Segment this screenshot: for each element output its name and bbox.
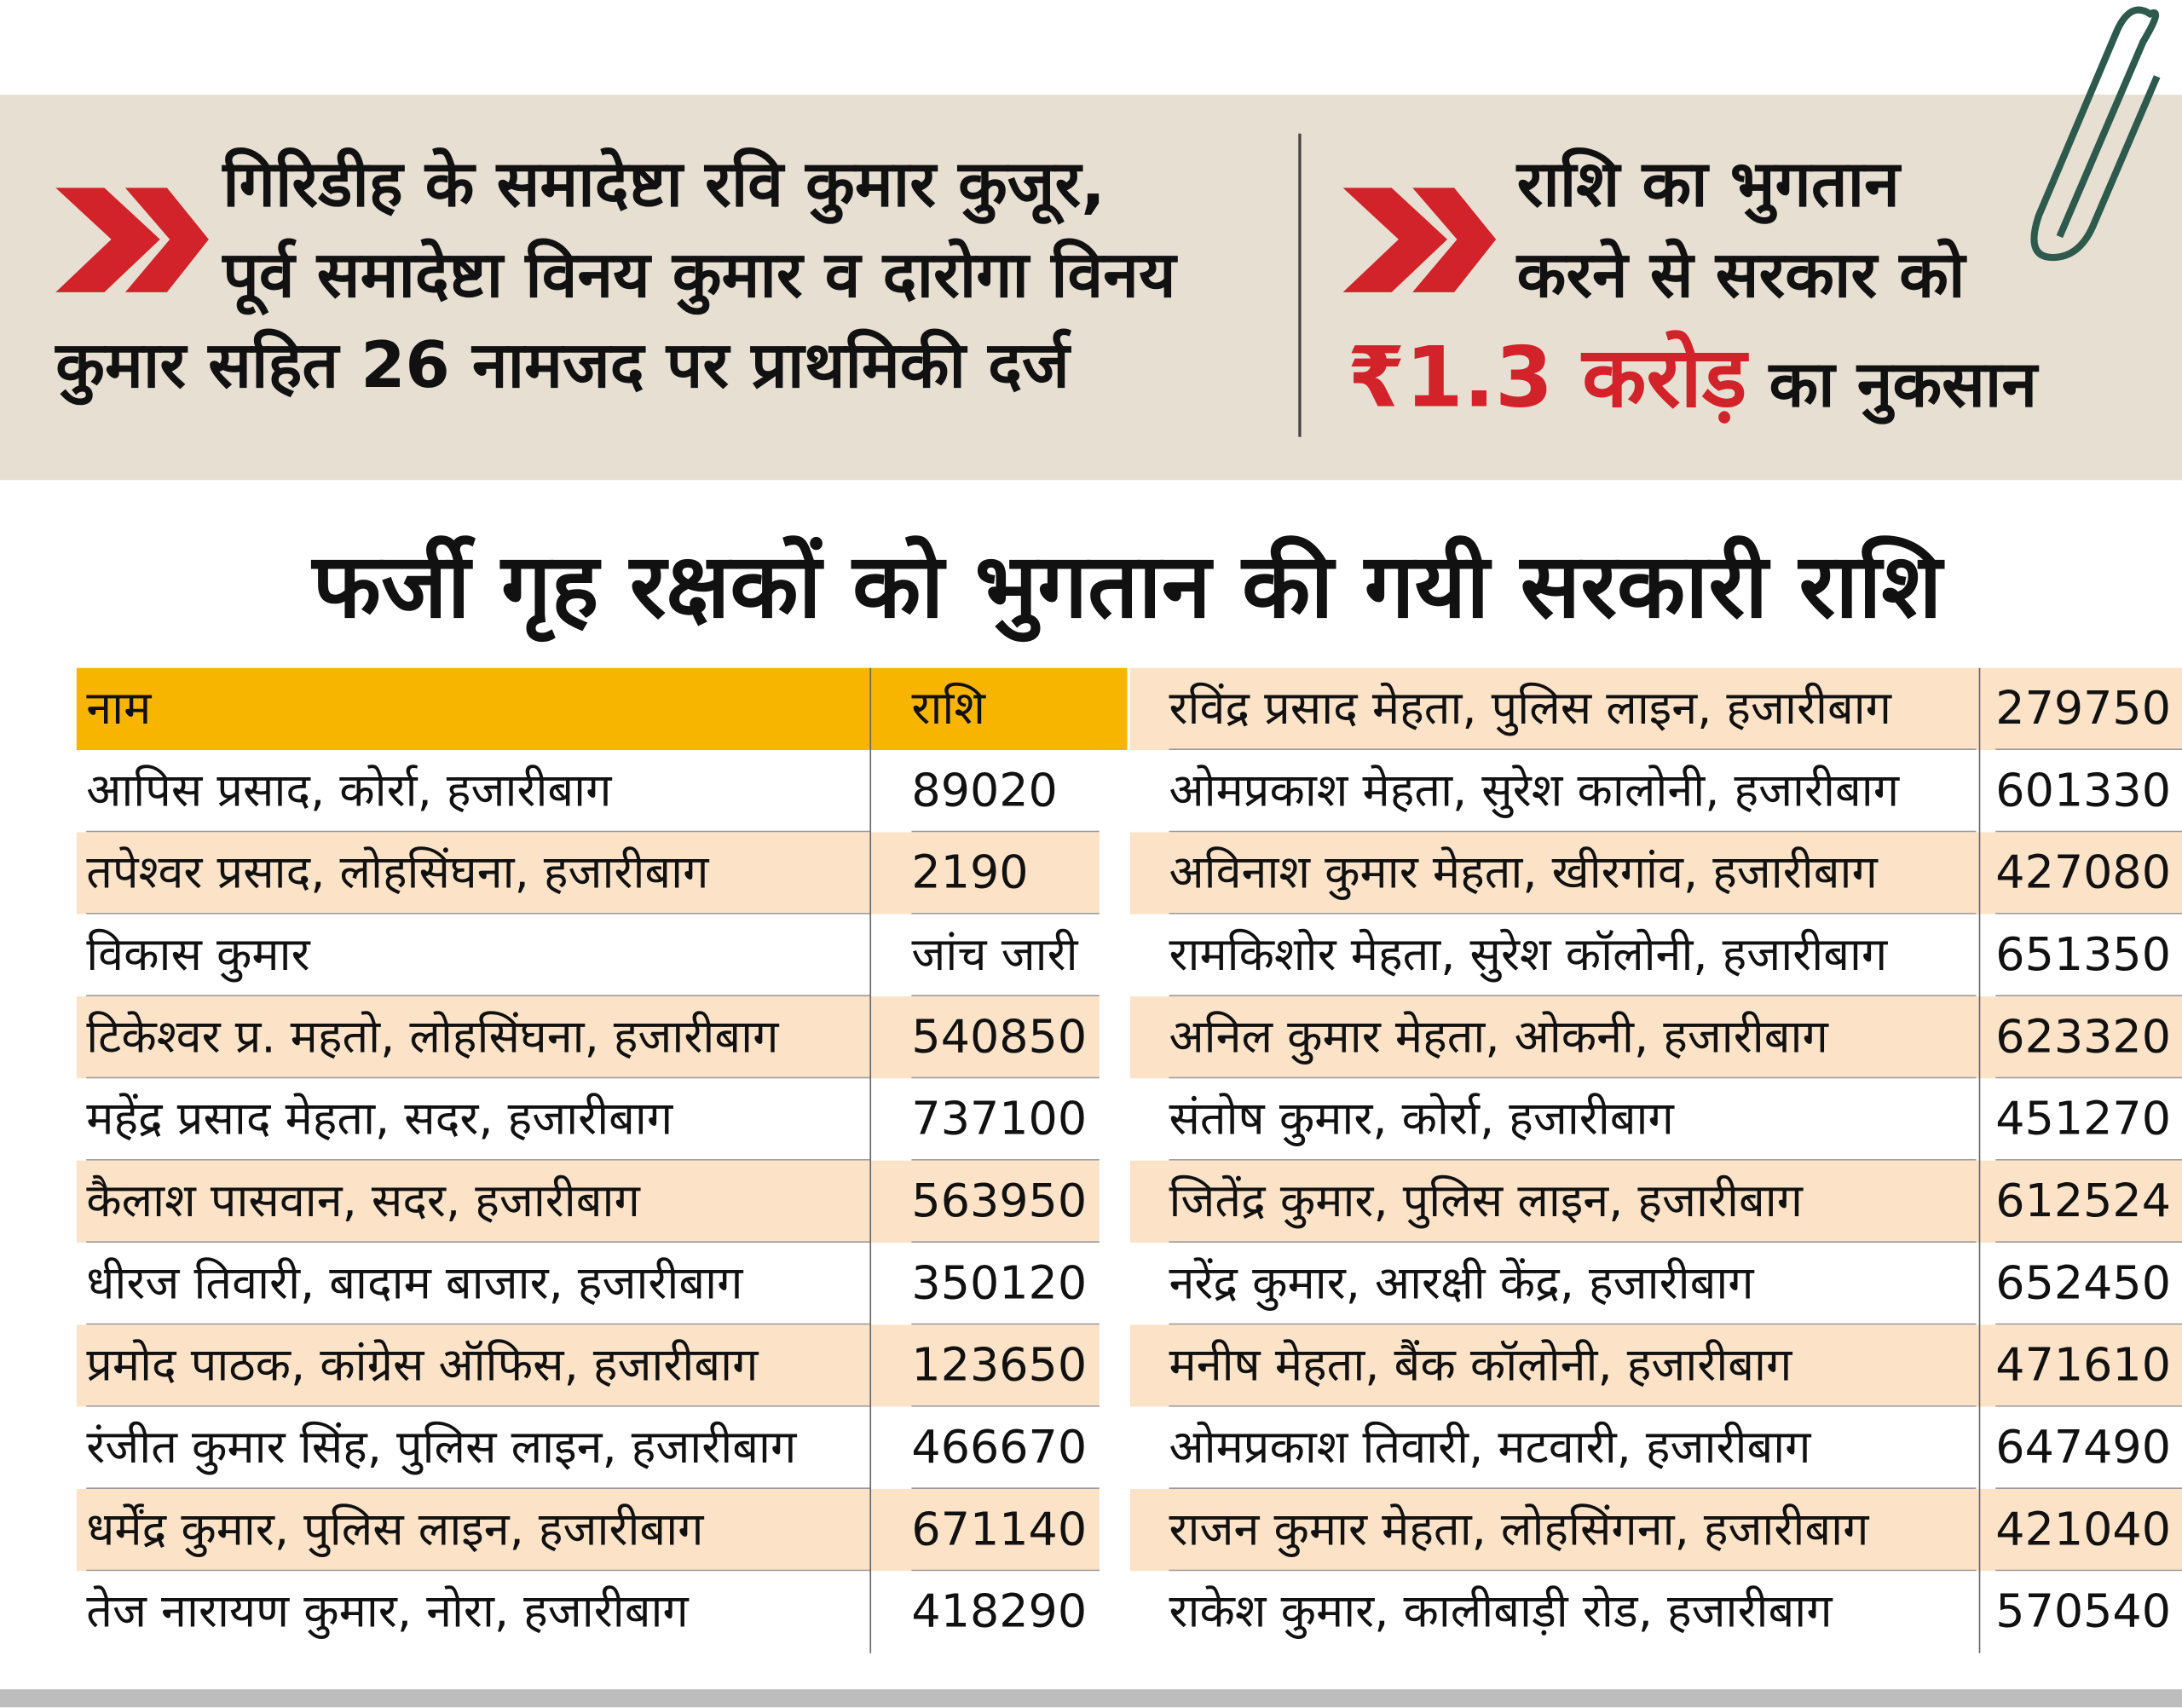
name-cell: अनिल कुमार मेहता, ओकनी, हजारीबाग <box>1169 996 1977 1079</box>
headline-line: गिरिडीह के समादेष्टा रवि कुमार कुजूर, <box>222 146 1105 222</box>
amount-cell: 671140 <box>911 1489 1100 1572</box>
table-row <box>1129 1488 2182 1572</box>
name-cell: अविनाश कुमार मेहता, खीरगांव, हजारीबाग <box>1169 832 1977 915</box>
amount-cell: 418290 <box>911 1584 1088 1638</box>
amount-cell: जांच जारी <box>911 915 1100 997</box>
table-row <box>1129 914 2182 997</box>
amount-cell: 570540 <box>1995 1584 2171 1638</box>
amount-cell: 612524 <box>1995 1161 2182 1243</box>
table-row <box>76 750 1100 833</box>
header-cell: नाम <box>86 680 152 736</box>
name-cell: विकास कुमार <box>86 915 870 997</box>
table-row <box>1129 667 2182 751</box>
amount-cell: 421040 <box>1995 1489 2182 1572</box>
name-cell: टिकेश्वर प्र. महतो, लोहसिंघना, हजारीबाग <box>86 996 870 1079</box>
table-title: फर्जी गृह रक्षकों को भुगतान की गयी सरकार… <box>312 535 1942 639</box>
name-cell: ओमप्रकाश मेहता, सुरेश कालोनी, हजारीबाग <box>1169 750 1977 833</box>
amount-cell: 647490 <box>1995 1407 2182 1489</box>
name-cell: धीरज तिवारी, बादाम बाजार, हजारीबाग <box>86 1243 870 1325</box>
table-row <box>76 914 1100 997</box>
table-row <box>76 832 1100 915</box>
amount-cell: 279750 <box>1995 668 2182 751</box>
paperclip <box>2030 6 2161 262</box>
table-row <box>76 1078 1100 1161</box>
chevrons <box>55 188 1497 292</box>
table-row <box>76 1243 1100 1325</box>
amount-cell: 651350 <box>1995 915 2182 997</box>
table-row <box>1129 750 2182 833</box>
table-row <box>1129 1078 2182 1161</box>
name-cell: तपेश्वर प्रसाद, लोहसिंघना, हजारीबाग <box>86 832 870 915</box>
amount-cell: 471610 <box>1995 1324 2182 1407</box>
amount-cell: 2190 <box>911 832 1100 915</box>
name-cell: राजन कुमार मेहता, लोहसिंगना, हजारीबाग <box>1169 1489 1977 1572</box>
table-row <box>1129 996 2182 1079</box>
headline-line: ₹1.3 करोड़ का नुकसान <box>1347 317 2037 431</box>
amount-cell: 350120 <box>911 1243 1100 1325</box>
divider <box>1298 133 1302 437</box>
name-cell: प्रमोद पाठक, कांग्रेस ऑफिस, हजारीबाग <box>86 1324 870 1407</box>
table-row <box>76 1324 1100 1407</box>
amount-cell: 427080 <box>1995 832 2182 915</box>
name-cell: राकेश कुमार, कालीबाड़ी रोड, हजारीबाग <box>1169 1584 1833 1638</box>
name-cell: आपिस प्रसाद, कोर्रा, हजारीबाग <box>86 750 870 833</box>
headline-line: करने से सरकार को <box>1516 236 1966 312</box>
name-cell: मनीष मेहता, बैंक कॉलोनी, हजारीबाग <box>1169 1324 1977 1407</box>
name-cell: तेज नारायण कुमार, नोरा, हजारीबाग <box>86 1584 689 1638</box>
decorations <box>55 6 2161 292</box>
amount-cell: 737100 <box>911 1078 1100 1161</box>
headline-line: राशि का भुगतान <box>1516 146 1900 222</box>
name-cell: संतोष कुमार, कोर्रा, हजारीबाग <box>1169 1078 1977 1161</box>
name-cell: रंजीत कुमार सिंह, पुलिस लाइन, हजारीबाग <box>86 1407 870 1489</box>
name-cell: जितेंद्र कुमार, पुलिस लाइन, हजारीबाग <box>1169 1161 1977 1243</box>
table-row <box>76 1571 1100 1653</box>
table-row <box>76 1406 1100 1489</box>
amount-cell: 451270 <box>1995 1078 2182 1161</box>
bottom-strip <box>0 1689 2182 1708</box>
banner <box>0 95 2182 481</box>
name-cell: कैलाश पासवान, सदर, हजारीबाग <box>86 1161 870 1243</box>
headline-line: पूर्व समादेष्टा विनय कुमार व दारोगा विनय <box>222 236 1176 312</box>
amount-cell: 623320 <box>1995 996 2182 1079</box>
table-row <box>76 996 1100 1079</box>
table-row <box>1129 832 2182 915</box>
name-cell: नरेंद्र कुमार, आरक्षी केंद्र, हजारीबाग <box>1169 1243 1977 1325</box>
highlight-amount: ₹1.3 करोड़ <box>1347 329 1747 428</box>
amount-cell: 466670 <box>911 1407 1100 1489</box>
headline-end: का नुकसान <box>1769 346 2038 422</box>
header-row <box>76 667 1128 751</box>
column-rule <box>1978 667 1981 1653</box>
table-row <box>76 1488 1100 1572</box>
table-row <box>1129 1571 2182 1653</box>
table-row <box>1129 1324 2182 1407</box>
table-row <box>1129 1160 2182 1243</box>
amount-cell: 540850 <box>911 996 1100 1079</box>
table-row <box>76 1160 1100 1243</box>
name-cell: रविंद्र प्रसाद मेहता, पुलिस लाइन, हजारीब… <box>1169 668 1977 751</box>
amount-cell: 123650 <box>911 1324 1100 1407</box>
name-cell: धर्मेंद्र कुमार, पुलिस लाइन, हजारीबाग <box>86 1489 870 1572</box>
amount-cell: 652450 <box>1995 1243 2182 1325</box>
amount-cell: 601330 <box>1995 750 2182 833</box>
name-cell: रामकिशोर मेहता, सुरेश कॉलोनी, हजारीबाग <box>1169 915 1977 997</box>
table-row <box>1129 1406 2182 1489</box>
header-cell: राशि <box>911 680 986 736</box>
table-row <box>1129 1243 2182 1325</box>
name-cell: महेंद्र प्रसाद मेहता, सदर, हजारीबाग <box>86 1078 870 1161</box>
amount-cell: 89020 <box>911 750 1100 833</box>
name-cell: ओमप्रकाश तिवारी, मटवारी, हजारीबाग <box>1169 1407 1977 1489</box>
headline-line: कुमार सहित 26 नामजद पर प्राथमिकी दर्ज <box>55 326 1070 402</box>
amount-cell: 563950 <box>911 1161 1100 1243</box>
column-rule <box>869 667 872 1653</box>
